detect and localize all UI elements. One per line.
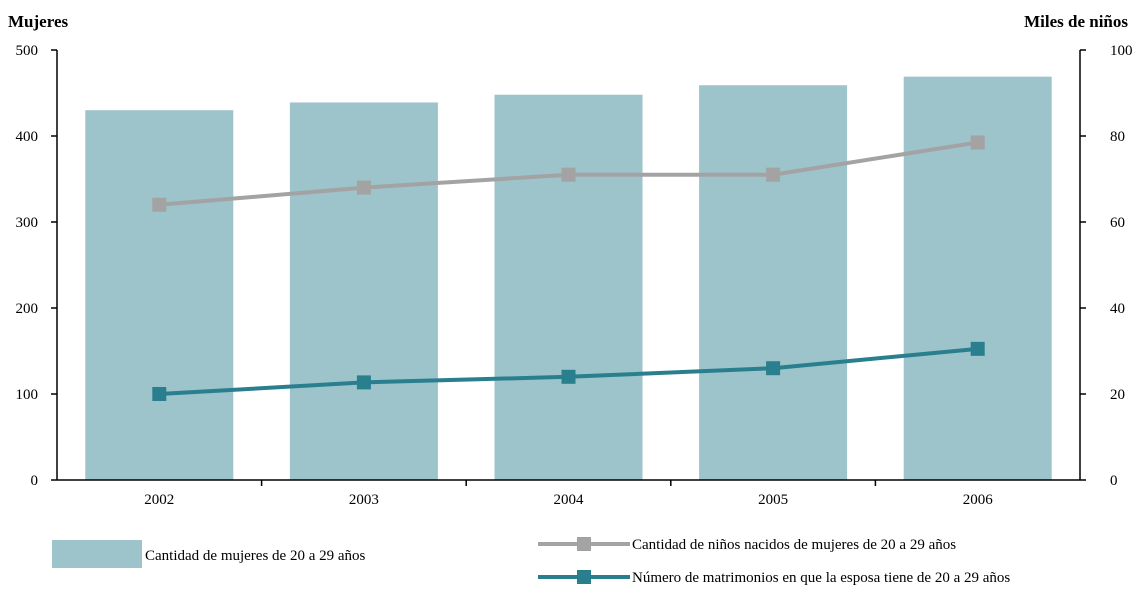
left-tick-label: 100 <box>16 387 39 403</box>
right-tick-label: 80 <box>1110 129 1125 145</box>
data-point-2-2004 <box>561 369 576 384</box>
data-point-1-2002 <box>152 197 167 212</box>
data-point-1-2004 <box>561 167 576 182</box>
right-tick-label: 20 <box>1110 387 1125 403</box>
data-point-1-2006 <box>970 135 985 150</box>
legend-label-line-1: Cantidad de niños nacidos de mujeres de … <box>632 537 956 553</box>
data-point-2-2006 <box>970 341 985 356</box>
legend-label-line-2: Número de matrimonios en que la esposa t… <box>632 570 1010 585</box>
bar-2003 <box>289 102 438 481</box>
lines-layer <box>152 135 985 401</box>
left-axis-title: Mujeres <box>8 12 68 31</box>
data-point-2-2005 <box>766 361 781 376</box>
left-tick-label: 400 <box>16 129 39 145</box>
x-tick-label: 2006 <box>963 492 994 508</box>
legend-swatch-marker-1 <box>577 537 591 551</box>
bars-layer <box>85 76 1052 481</box>
bar-2002 <box>85 110 234 480</box>
left-tick-label: 300 <box>16 215 39 231</box>
x-tick-label: 2003 <box>349 492 379 508</box>
legend-swatch-marker-2 <box>577 570 591 584</box>
left-tick-label: 200 <box>16 301 39 317</box>
legend-swatch-bar <box>52 540 142 568</box>
right-tick-label: 0 <box>1110 473 1118 489</box>
right-axis-title: Miles de niños <box>1024 12 1128 31</box>
data-point-1-2005 <box>766 167 781 182</box>
legend-label-bar: Cantidad de mujeres de 20 a 29 años <box>145 548 366 564</box>
left-tick-label: 500 <box>16 43 39 59</box>
bar-2005 <box>699 85 848 480</box>
x-tick-label: 2002 <box>144 492 174 508</box>
right-tick-label: 40 <box>1110 301 1125 317</box>
x-tick-label: 2004 <box>554 492 585 508</box>
data-point-2-2002 <box>152 387 167 401</box>
legend: Cantidad de mujeres de 20 a 29 años Canti… <box>52 537 1010 586</box>
bar-2004 <box>494 94 643 480</box>
left-tick-label: 0 <box>31 473 39 489</box>
x-tick-label: 2005 <box>758 492 788 508</box>
data-point-1-2003 <box>356 180 371 195</box>
axes-layer: 0 100 200 300 400 500 0 20 40 60 80 100 2002 2003 2004… <box>16 43 1133 508</box>
right-tick-label: 60 <box>1110 215 1125 231</box>
data-point-2-2003 <box>356 375 371 390</box>
right-tick-label: 100 <box>1110 43 1133 59</box>
